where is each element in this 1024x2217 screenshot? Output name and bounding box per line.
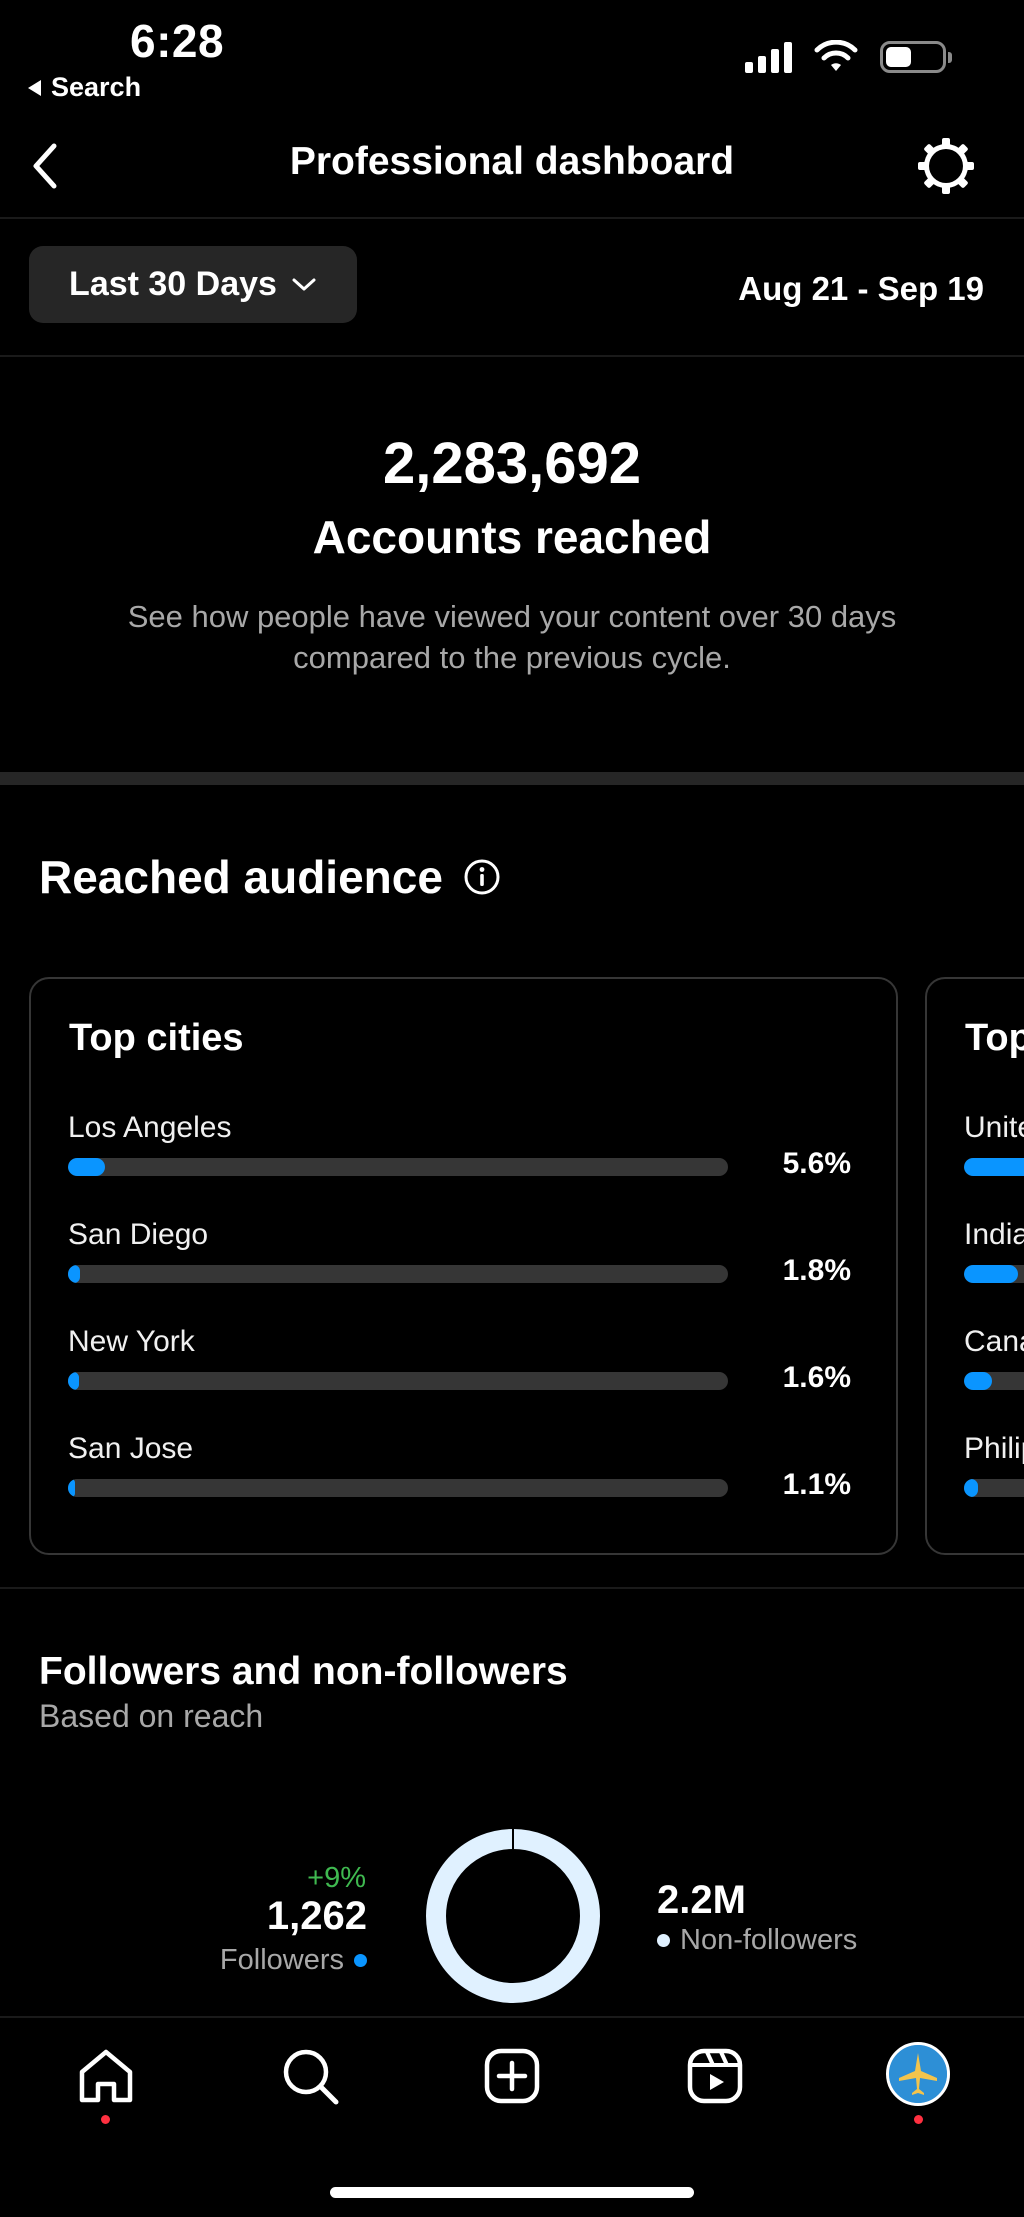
- create-post-icon[interactable]: [480, 2044, 544, 2108]
- wifi-icon: [814, 40, 858, 71]
- city-bar-track: [68, 1265, 728, 1283]
- city-bar-fill: [68, 1158, 105, 1176]
- city-label: Los Angeles: [68, 1111, 232, 1144]
- info-icon[interactable]: [463, 858, 501, 896]
- reels-icon[interactable]: [683, 2044, 747, 2108]
- status-time: 6:28: [130, 15, 225, 67]
- top-countries-title: Top: [965, 1017, 1024, 1059]
- back-app-label: Search: [51, 72, 142, 102]
- city-label: San Jose: [68, 1432, 194, 1465]
- non-followers-count: 2.2M: [657, 1878, 746, 1922]
- card-section-divider: [0, 1587, 1024, 1589]
- city-bar-track: [68, 1372, 728, 1390]
- battery-icon: [880, 41, 952, 73]
- non-followers-legend: Non-followers: [657, 1924, 857, 1957]
- reached-audience-heading: Reached audience: [39, 850, 501, 904]
- profile-avatar[interactable]: [886, 2042, 950, 2106]
- page-title: Professional dashboard: [289, 140, 735, 183]
- country-label: Philip: [964, 1432, 1024, 1465]
- city-label: New York: [68, 1325, 195, 1358]
- city-label: San Diego: [68, 1218, 209, 1251]
- followers-legend: Followers: [220, 1944, 367, 1977]
- date-range-label: Last 30 Days: [69, 265, 277, 303]
- top-cities-title: Top cities: [69, 1017, 244, 1059]
- back-to-app-link[interactable]: Search: [28, 72, 141, 103]
- followers-section-title: Followers and non-followers: [39, 1650, 568, 1693]
- chevron-down-icon: [292, 278, 316, 290]
- country-label: Unite: [964, 1111, 1024, 1144]
- accounts-reached-label: Accounts reached: [312, 511, 712, 563]
- profile-notification-dot: [914, 2115, 923, 2124]
- settings-gear-icon[interactable]: [916, 136, 976, 196]
- followers-section-subtitle: Based on reach: [39, 1698, 264, 1734]
- cellular-signal-icon: [745, 41, 792, 73]
- city-bar-fill: [68, 1372, 79, 1390]
- status-icons: [745, 40, 952, 74]
- city-percent: 1.8%: [782, 1254, 851, 1287]
- followers-dot: [354, 1954, 367, 1967]
- summary-description: See how people have viewed your content …: [127, 599, 897, 675]
- home-icon[interactable]: [74, 2044, 138, 2108]
- date-range-dropdown[interactable]: Last 30 Days: [29, 246, 357, 323]
- home-notification-dot: [101, 2115, 110, 2124]
- country-label: Cana: [964, 1325, 1024, 1358]
- followers-delta: +9%: [307, 1862, 366, 1894]
- followers-donut-chart: [426, 1829, 600, 2003]
- header-divider: [0, 217, 1024, 219]
- filter-divider: [0, 355, 1024, 357]
- country-label: India: [964, 1218, 1024, 1251]
- non-followers-label: Non-followers: [680, 1924, 858, 1956]
- followers-count: 1,262: [266, 1894, 367, 1938]
- reached-audience-title: Reached audience: [39, 851, 443, 903]
- top-cities-card[interactable]: Top cities Los Angeles 5.6% San Diego 1.…: [29, 977, 898, 1555]
- city-bar-track: [68, 1158, 728, 1176]
- accounts-reached-value: 2,283,692: [382, 431, 642, 496]
- date-range-text: Aug 21 - Sep 19: [738, 270, 984, 307]
- city-bar-track: [68, 1479, 728, 1497]
- city-percent: 1.6%: [782, 1361, 851, 1394]
- profile-plane-logo-icon: [889, 2045, 947, 2103]
- city-bar-fill: [68, 1479, 76, 1497]
- section-divider: [0, 772, 1024, 785]
- search-icon[interactable]: [278, 2044, 342, 2108]
- back-triangle-icon: [28, 79, 41, 96]
- non-followers-arc: [426, 1829, 600, 2003]
- back-arrow-icon[interactable]: [26, 138, 66, 194]
- city-percent: 5.6%: [782, 1147, 851, 1180]
- top-countries-card-peek[interactable]: Top Unite India Cana Philip: [925, 977, 1024, 1555]
- followers-label: Followers: [219, 1944, 344, 1976]
- city-bar-fill: [68, 1265, 80, 1283]
- city-percent: 1.1%: [782, 1468, 851, 1501]
- home-indicator: [330, 2187, 694, 2198]
- non-followers-dot: [657, 1934, 670, 1947]
